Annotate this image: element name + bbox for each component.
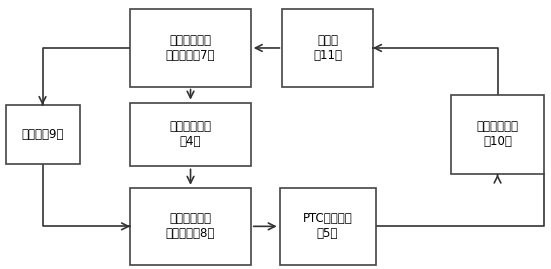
FancyBboxPatch shape — [130, 188, 251, 265]
Text: 发动机下游三
通电动阀（8）: 发动机下游三 通电动阀（8） — [166, 212, 215, 240]
Text: 供暖电动水泵
（4）: 供暖电动水泵 （4） — [170, 121, 212, 148]
FancyBboxPatch shape — [130, 9, 251, 87]
Text: PTC电加热器
（5）: PTC电加热器 （5） — [302, 212, 353, 240]
FancyBboxPatch shape — [130, 102, 251, 167]
Text: 发动机（9）: 发动机（9） — [21, 128, 64, 141]
FancyBboxPatch shape — [282, 9, 373, 87]
FancyBboxPatch shape — [279, 188, 376, 265]
FancyBboxPatch shape — [6, 105, 79, 164]
Text: 发动机上游三
通电动阀（7）: 发动机上游三 通电动阀（7） — [166, 34, 215, 62]
Text: 膨胀箱
（11）: 膨胀箱 （11） — [313, 34, 342, 62]
FancyBboxPatch shape — [451, 95, 544, 174]
Text: 暖通空调总成
（10）: 暖通空调总成 （10） — [477, 121, 518, 148]
